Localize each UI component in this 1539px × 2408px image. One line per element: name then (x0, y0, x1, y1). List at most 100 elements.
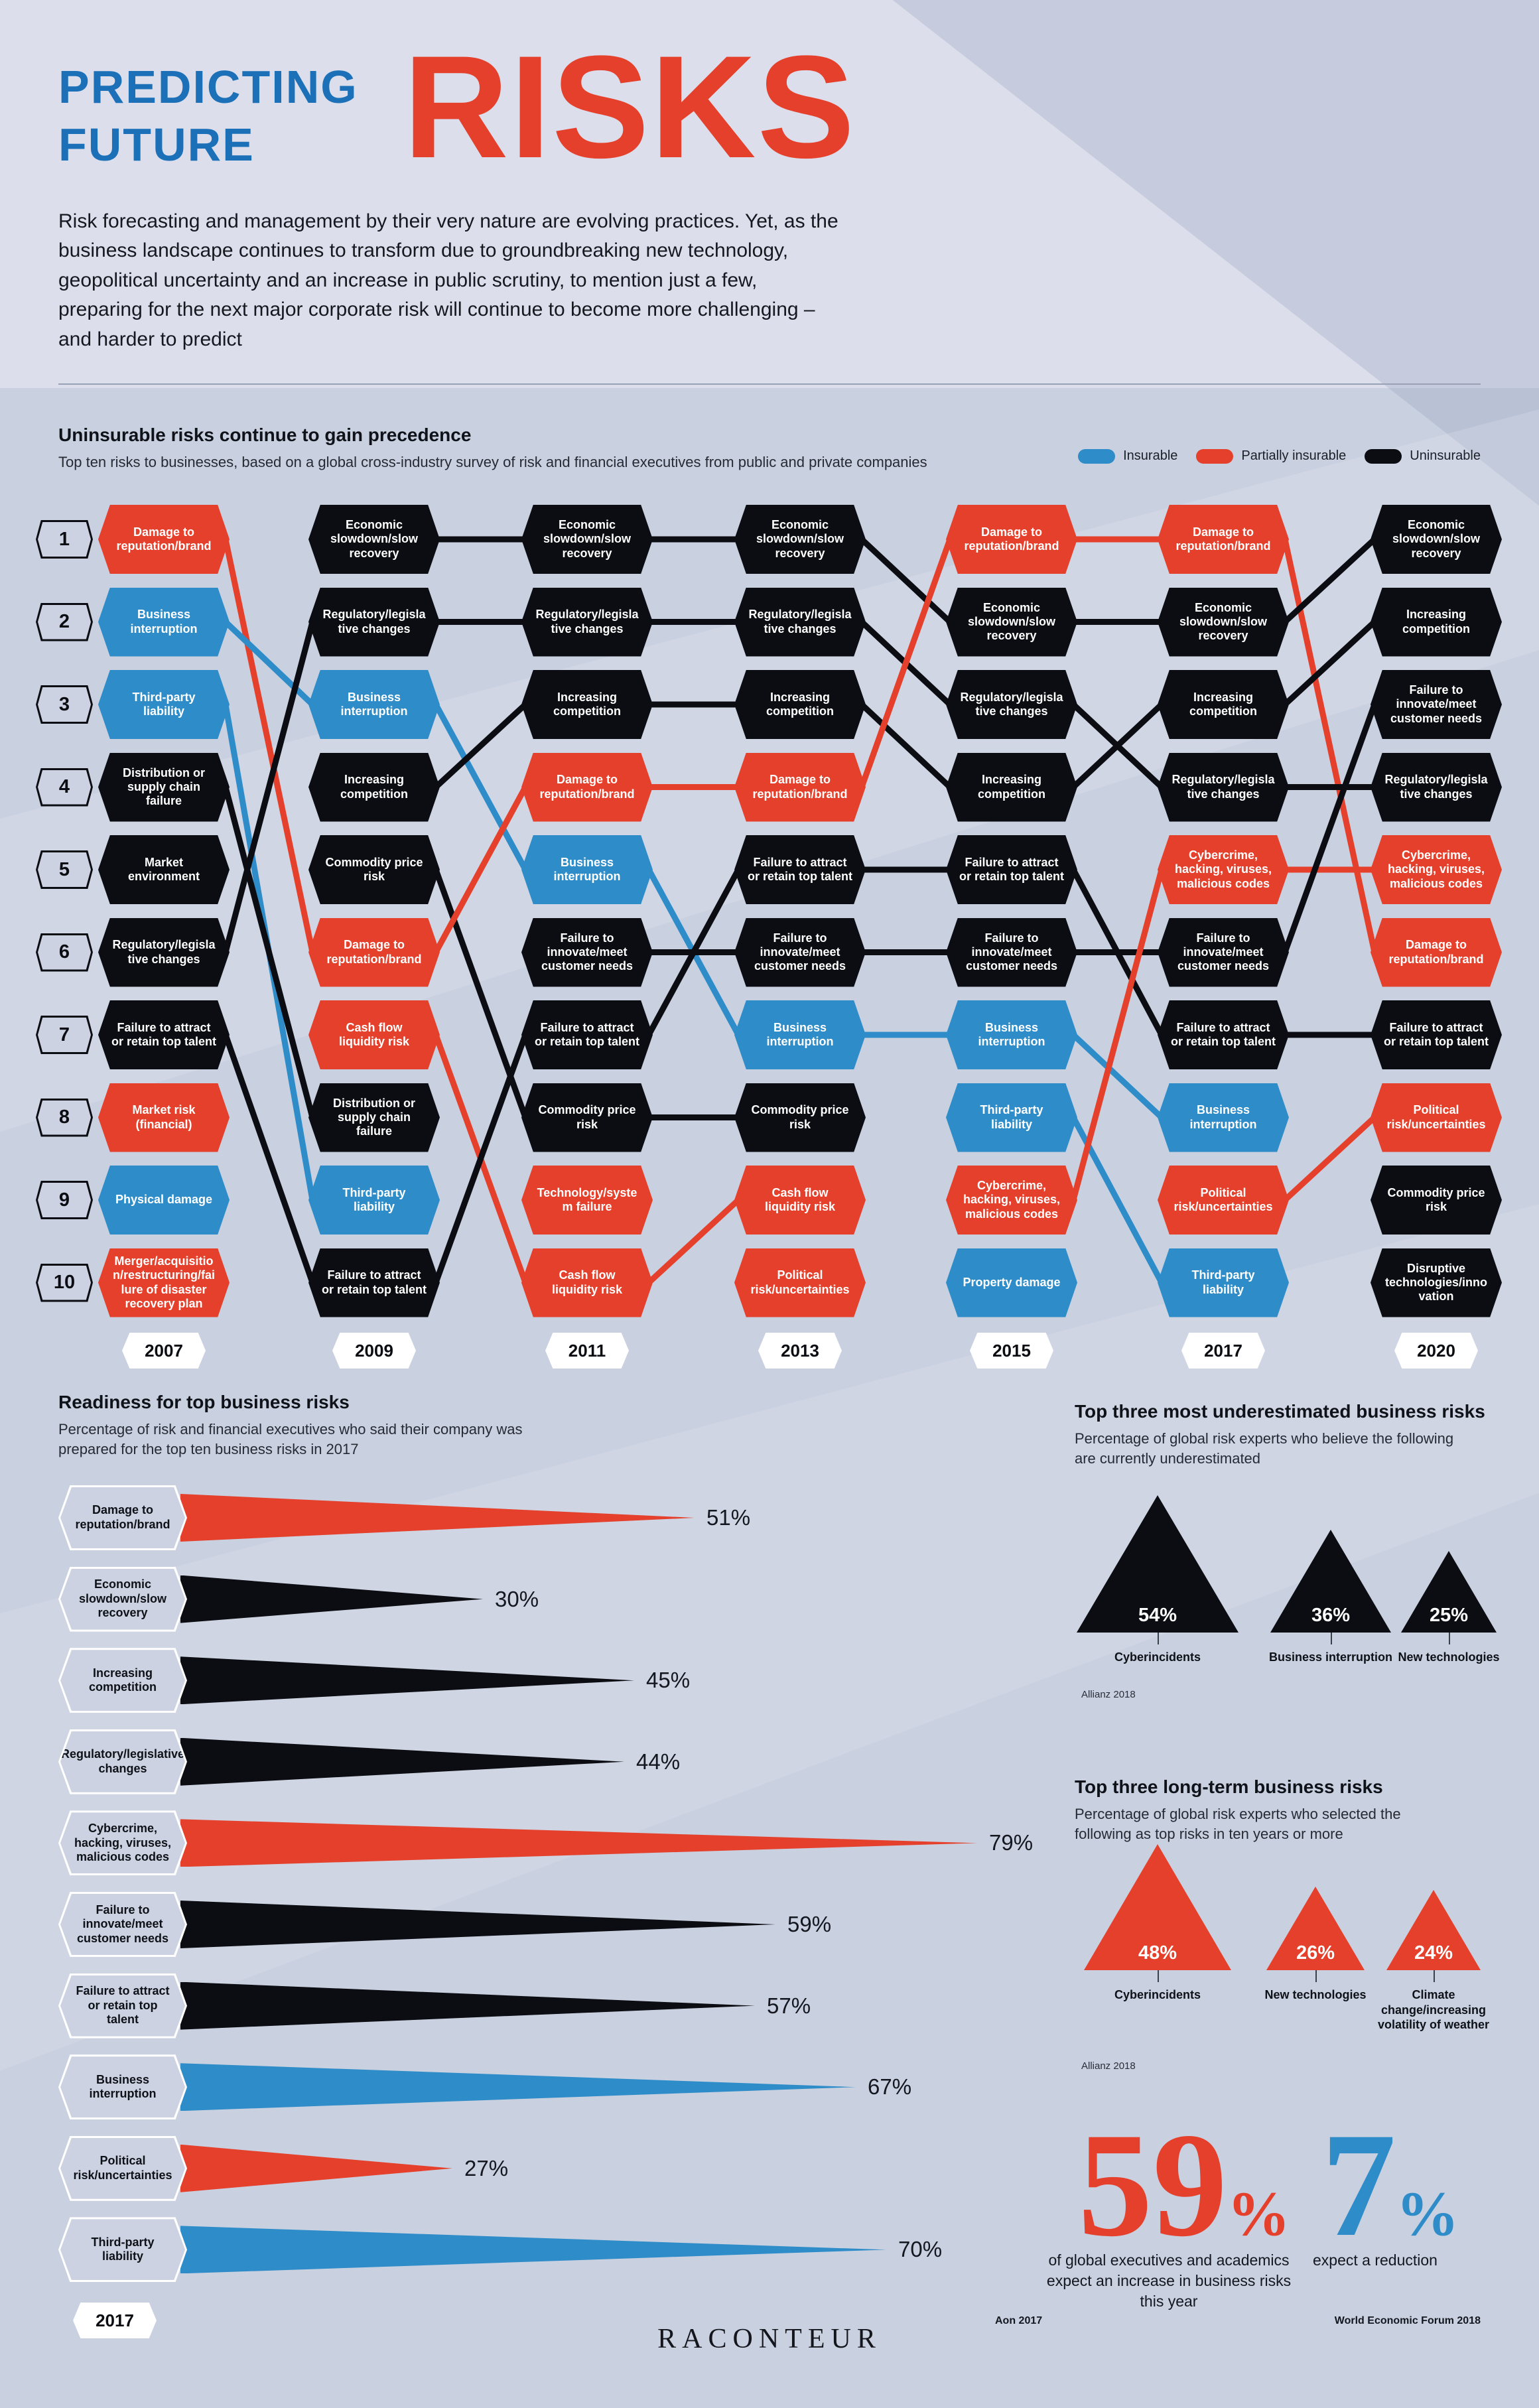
readiness-label: Economic slowdown/slow recovery (60, 1568, 185, 1630)
risk-node-cyber: Cybercrime, hacking, viruses, malicious … (946, 1166, 1077, 1235)
rank-number: 9 (36, 1181, 93, 1219)
rank-number-text: 3 (38, 687, 91, 722)
longterm-triangle (1083, 1844, 1231, 1970)
underestimated-value: 25% (1429, 1605, 1469, 1626)
risk-node-commodity: Commodity price risk (308, 835, 440, 904)
risk-node-economic: Economic slowdown/slow recovery (946, 587, 1077, 657)
risk-node-reputation: Damage to reputation/brand (734, 752, 866, 822)
title-line2: FUTURE (58, 119, 255, 170)
risk-node-cyber: Cybercrime, hacking, viruses, malicious … (1371, 835, 1502, 904)
bump-heading: Uninsurable risks continue to gain prece… (58, 425, 472, 445)
readiness-value: 45% (646, 1668, 691, 1693)
risk-node-competition: Increasing competition (1371, 587, 1502, 657)
legend-item-insurable: Insurable (1078, 448, 1177, 464)
rank-number-text: 8 (38, 1100, 91, 1135)
risk-node-business_interruption: Business interruption (98, 587, 230, 657)
risk-node-reputation: Damage to reputation/brand (98, 505, 230, 574)
big-increase-percent-sign: % (1227, 2178, 1290, 2249)
title-big: RISKS (403, 25, 856, 188)
rank-number-text: 9 (38, 1183, 91, 1217)
risk-node-third_party: Third-party liability (98, 670, 230, 739)
big-number-reduction: 7 % (1321, 2109, 1459, 2259)
risk-node-innovate: Failure to innovate/meet customer needs (521, 917, 653, 987)
rank-number-text: 4 (38, 769, 91, 805)
risk-node-business_interruption: Business interruption (308, 670, 440, 739)
risk-node-political: Political risk/uncertainties (1371, 1083, 1502, 1152)
risk-node-innovate: Failure to innovate/meet customer needs (1371, 670, 1502, 739)
risk-node-cyber: Cybercrime, hacking, viruses, malicious … (1158, 835, 1289, 904)
big-increase-caption: of global executives and academics expec… (1046, 2251, 1292, 2310)
rank-number-text: 5 (38, 852, 91, 887)
risk-node-economic: Economic slowdown/slow recovery (1371, 505, 1502, 574)
rank-number-text: 2 (38, 604, 91, 639)
underestimated-value: 36% (1311, 1605, 1351, 1626)
risk-node-third_party: Third-party liability (308, 1166, 440, 1235)
risk-node-market_env: Market environment (98, 835, 230, 904)
readiness-value: 67% (868, 2074, 912, 2100)
readiness-label: Failure to innovate/meet customer needs (60, 1894, 185, 1955)
longterm-value: 26% (1296, 1942, 1335, 1964)
risk-node-disruptive: Disruptive technologies/innovation (1371, 1248, 1502, 1317)
rank-number: 2 (36, 602, 93, 641)
readiness-label: Business interruption (60, 2056, 185, 2118)
rank-number-text: 1 (38, 522, 91, 557)
divider-rule (58, 383, 1481, 385)
risk-node-competition: Increasing competition (734, 670, 866, 739)
readiness-label-box: Business interruption (58, 2054, 187, 2120)
legend-item-partially: Partially insurable (1196, 448, 1346, 464)
readiness-heading: Readiness for top business risks (58, 1392, 350, 1412)
risk-node-commodity: Commodity price risk (734, 1083, 866, 1152)
bump-subheading: Top ten risks to businesses, based on a … (58, 454, 927, 470)
risk-node-merger: Merger/acquisition/restructuring/failure… (98, 1248, 230, 1317)
underestimated-tick (1158, 1633, 1159, 1644)
risk-node-competition: Increasing competition (308, 752, 440, 822)
bump-year-label: 2020 (1394, 1333, 1478, 1369)
risk-node-third_party: Third-party liability (1158, 1248, 1289, 1317)
readiness-label: Regulatory/legislative changes (60, 1731, 185, 1792)
risk-node-talent: Failure to attract or retain top talent (521, 1000, 653, 1069)
big-reduction-percent-sign: % (1396, 2178, 1459, 2249)
legend-swatch-partially (1196, 448, 1234, 464)
readiness-label-box: Third-party liability (58, 2217, 187, 2283)
risk-node-reputation: Damage to reputation/brand (1371, 917, 1502, 987)
underestimated-label: New technologies (1398, 1650, 1500, 1664)
underestimated-heading: Top three most underestimated business r… (1075, 1401, 1485, 1422)
underestimated-triangle (1270, 1530, 1391, 1633)
title-line1: PREDICTING (58, 61, 358, 113)
risk-node-regulatory: Regulatory/legislative changes (1371, 752, 1502, 822)
rank-number-text: 7 (38, 1018, 91, 1052)
risk-node-commodity: Commodity price risk (521, 1083, 653, 1152)
rank-number-text: 10 (38, 1265, 91, 1300)
rank-number: 4 (36, 768, 93, 807)
risk-node-economic: Economic slowdown/slow recovery (308, 505, 440, 574)
rank-number-text: 6 (38, 935, 91, 970)
readiness-label-box: Regulatory/legislative changes (58, 1729, 187, 1794)
readiness-label-box: Failure to innovate/meet customer needs (58, 1892, 187, 1957)
bump-year-label: 2013 (758, 1333, 842, 1369)
big-increase-value: 59 (1078, 2102, 1227, 2267)
risk-node-talent: Failure to attract or retain top talent (946, 835, 1077, 904)
risk-node-business_interruption: Business interruption (946, 1000, 1077, 1069)
legend-label: Uninsurable (1410, 448, 1481, 463)
readiness-label-box: Cybercrime, hacking, viruses, malicious … (58, 1810, 187, 1876)
readiness-label-box: Increasing competition (58, 1648, 187, 1713)
rank-number: 3 (36, 685, 93, 724)
risk-node-third_party: Third-party liability (946, 1083, 1077, 1152)
longterm-tick (1315, 1970, 1317, 1982)
legend: Insurable Partially insurable Uninsurable (1078, 448, 1481, 464)
header-background (0, 0, 1539, 388)
legend-label: Insurable (1123, 448, 1178, 463)
risk-node-political: Political risk/uncertainties (1158, 1166, 1289, 1235)
underestimated-label: Business interruption (1268, 1650, 1393, 1664)
legend-swatch-insurable (1078, 448, 1116, 464)
longterm-label: Climate change/increasing volatility of … (1377, 1988, 1490, 2031)
rank-number: 7 (36, 1016, 93, 1054)
underestimated-triangle (1077, 1495, 1238, 1633)
risk-node-property: Property damage (946, 1248, 1077, 1317)
readiness-value: 30% (495, 1586, 539, 1611)
risk-node-supply_chain: Distribution or supply chain failure (308, 1083, 440, 1152)
legend-swatch-uninsurable (1365, 448, 1402, 464)
risk-node-talent: Failure to attract or retain top talent (1371, 1000, 1502, 1069)
